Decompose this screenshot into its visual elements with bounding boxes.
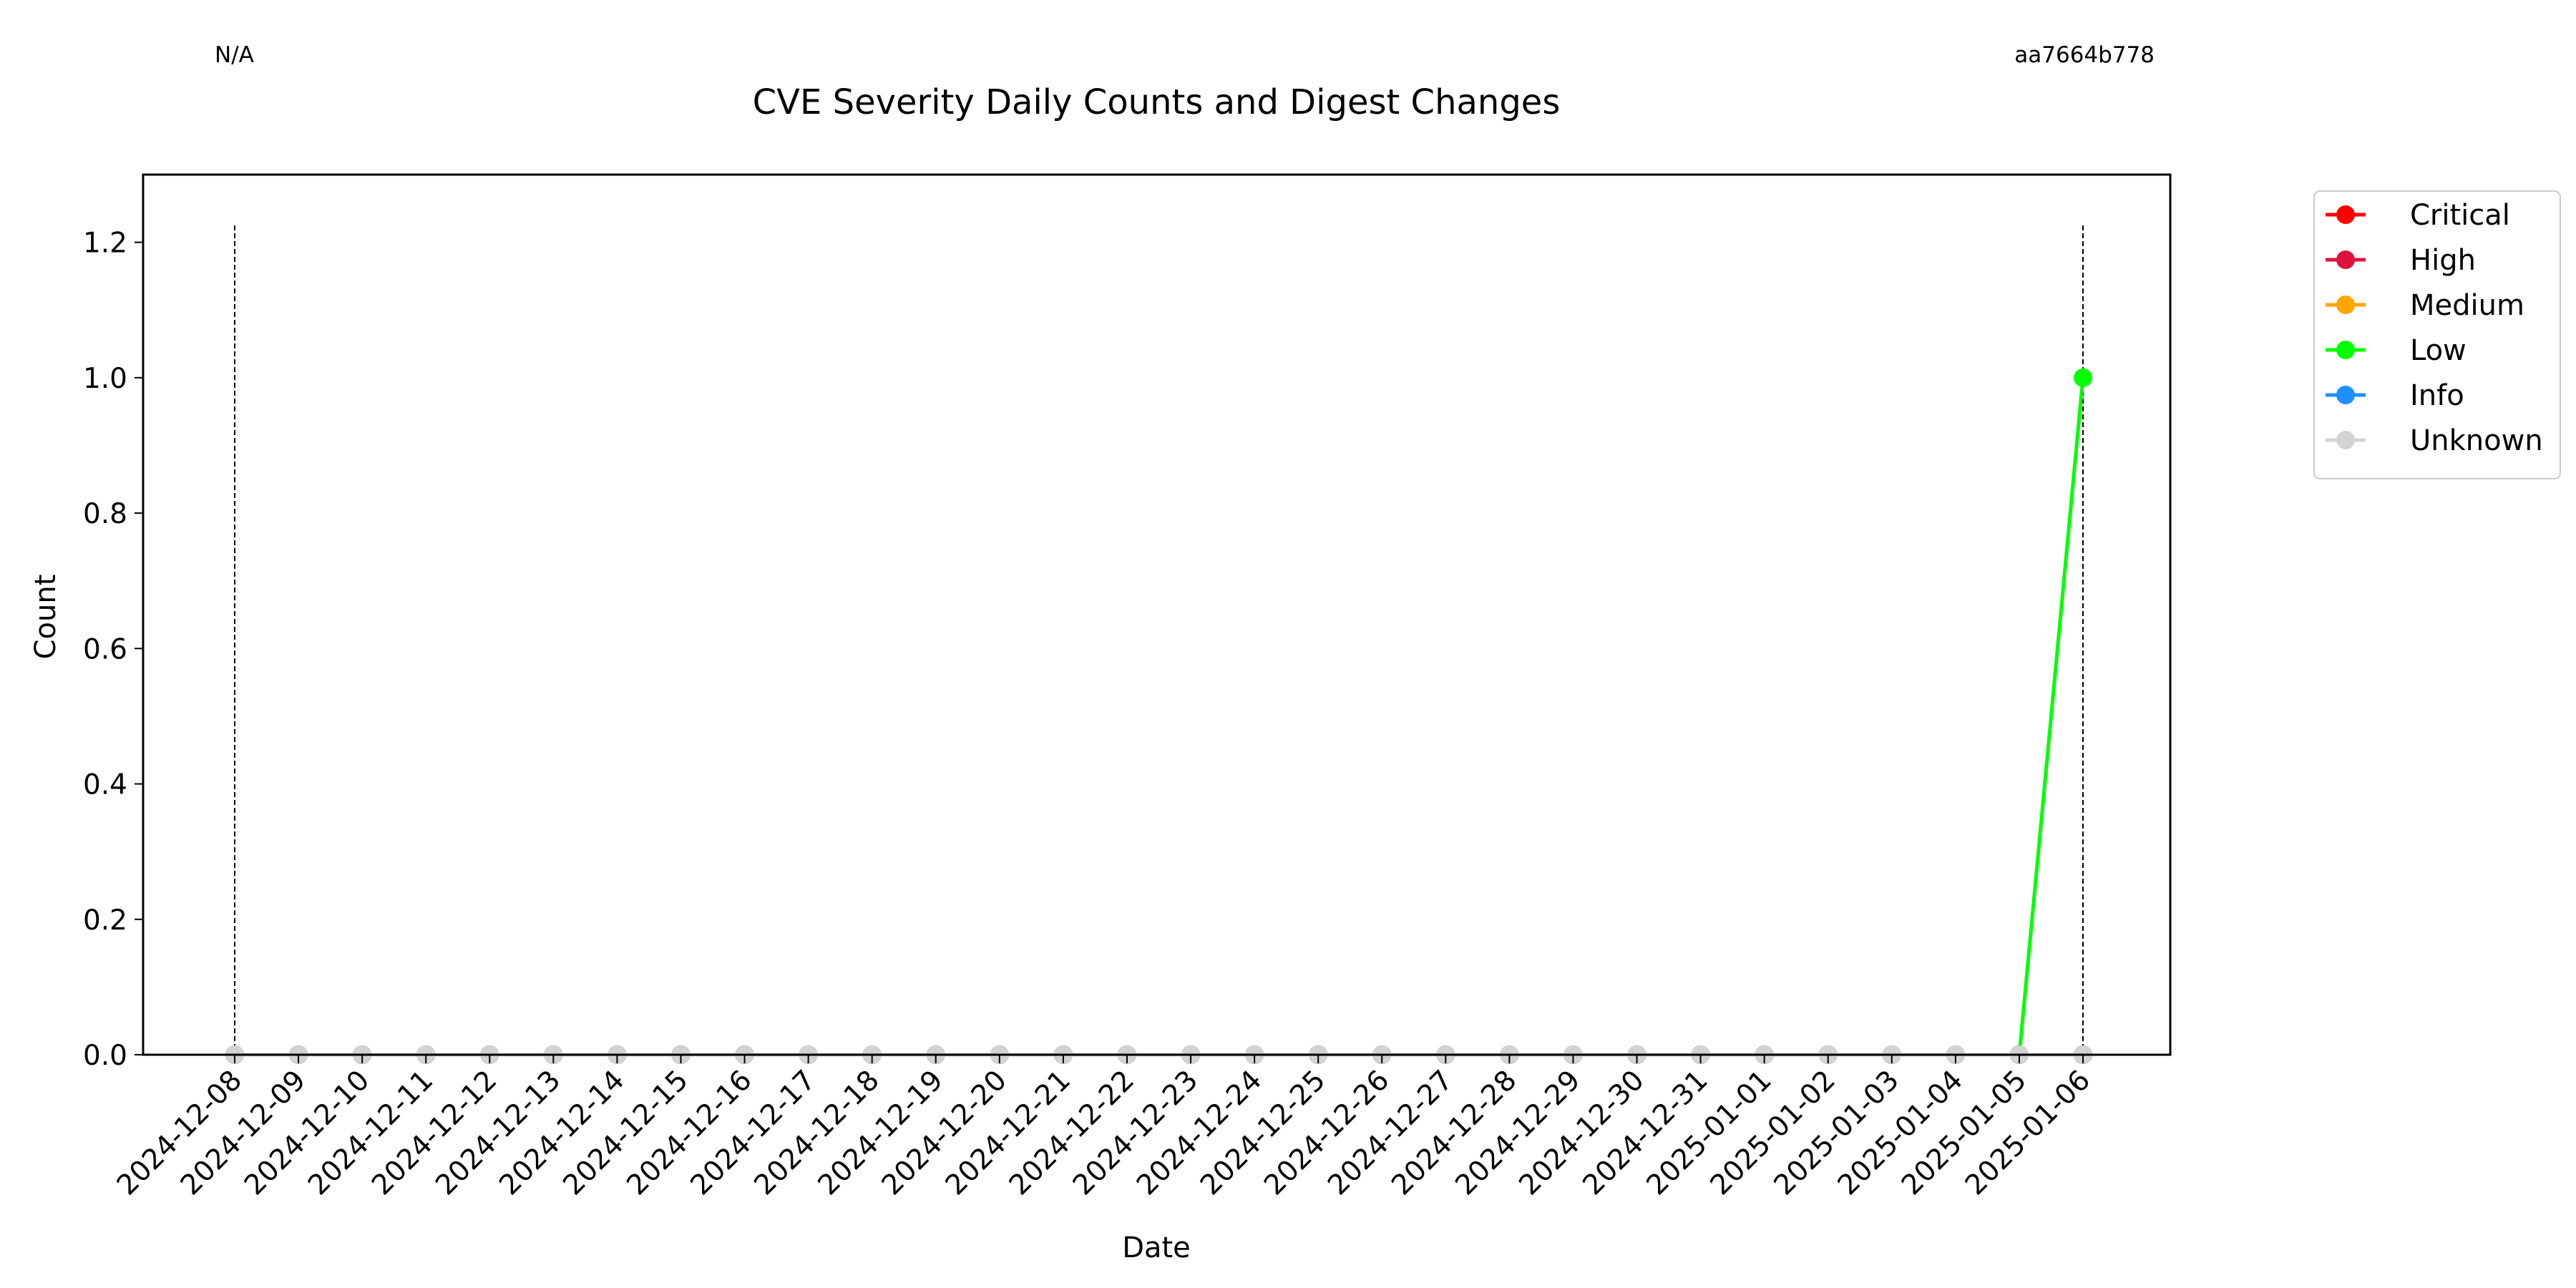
legend-box	[2313, 190, 2561, 479]
y-tick-label: 0.0	[83, 1040, 127, 1072]
y-tick-label: 0.6	[83, 633, 127, 665]
data-point-low	[2074, 368, 2093, 387]
legend-label-unknown: Unknown	[2410, 424, 2543, 457]
chart-title: CVE Severity Daily Counts and Digest Cha…	[753, 82, 1561, 122]
series-line-low	[235, 377, 2085, 1057]
legend-swatch-marker-high	[2336, 250, 2355, 269]
legend-label-critical: Critical	[2410, 199, 2510, 232]
legend-label-low: Low	[2410, 334, 2467, 367]
y-tick-label: 0.4	[83, 769, 127, 801]
y-tick-label: 0.2	[83, 904, 127, 937]
legend-swatch-marker-critical	[2336, 205, 2355, 224]
y-tick-label: 0.8	[83, 498, 127, 530]
y-tick-label: 1.0	[83, 363, 127, 395]
axes-frame	[142, 173, 2172, 1056]
legend-swatch-marker-info	[2336, 386, 2355, 404]
x-axis-label: Date	[1122, 1231, 1191, 1264]
legend-swatch-marker-unknown	[2336, 431, 2355, 449]
y-tick-label: 1.2	[83, 228, 127, 260]
legend: Critical High Medium Low Info Unknown	[2313, 190, 2561, 479]
legend-swatch-marker-low	[2336, 341, 2355, 359]
legend-label-high: High	[2410, 244, 2476, 277]
legend-swatch-marker-medium	[2336, 296, 2355, 314]
y-axis-label: Count	[29, 575, 62, 660]
plot-area: 0.00.20.40.60.81.01.22024-12-082024-12-0…	[83, 173, 2172, 1201]
legend-label-medium: Medium	[2410, 289, 2524, 322]
corner-label-left: N/A	[215, 42, 254, 68]
corner-label-right: aa7664b778	[2014, 42, 2155, 68]
legend-label-info: Info	[2410, 379, 2464, 412]
